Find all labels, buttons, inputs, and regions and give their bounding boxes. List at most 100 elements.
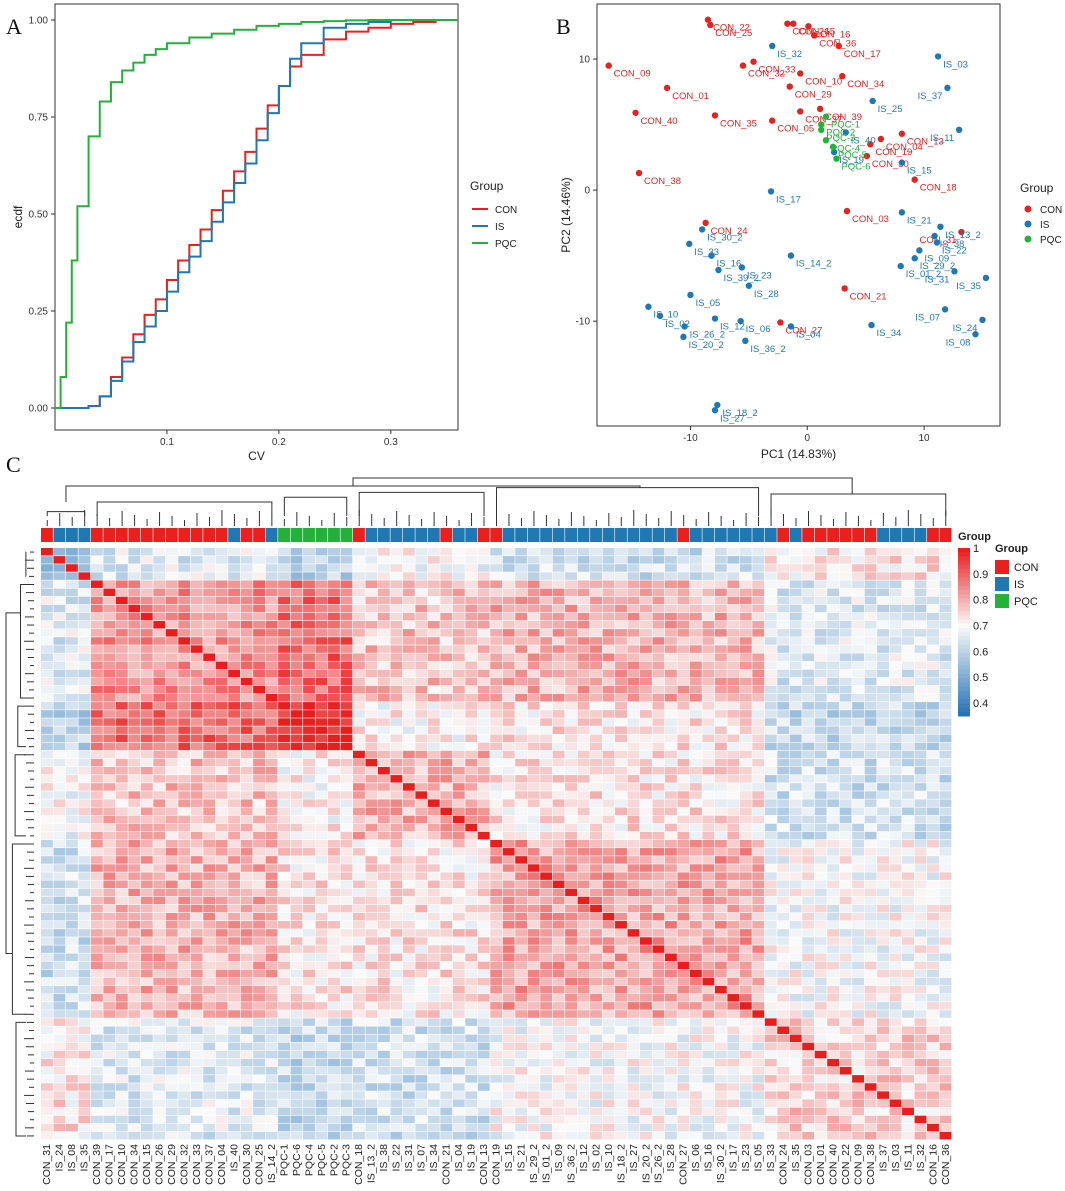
heatmap-cell bbox=[265, 726, 278, 734]
heatmap-cell bbox=[640, 888, 652, 897]
heatmap-cell bbox=[290, 734, 303, 743]
heatmap-cell bbox=[677, 677, 690, 686]
heatmap-cell bbox=[415, 629, 428, 637]
heatmap-cell bbox=[552, 1042, 565, 1051]
heatmap-cell bbox=[415, 929, 428, 937]
heatmap-cell bbox=[328, 775, 340, 783]
heatmap-cell bbox=[552, 1034, 565, 1043]
point-label: CON_04 bbox=[886, 142, 923, 153]
heatmap-cell bbox=[78, 637, 91, 645]
heatmap-cell bbox=[615, 856, 627, 864]
heatmap-cell bbox=[78, 799, 91, 807]
point-label: IS_22 bbox=[942, 246, 967, 257]
heatmap-cell bbox=[739, 669, 752, 678]
heatmap-cell bbox=[140, 1018, 153, 1026]
heatmap-cell bbox=[440, 653, 453, 661]
heatmap-cell bbox=[664, 904, 677, 913]
heatmap-cell bbox=[203, 937, 216, 945]
heatmap-cell bbox=[664, 1018, 677, 1026]
heatmap-cell bbox=[190, 742, 203, 751]
heatmap-cell bbox=[627, 937, 640, 945]
heatmap-cell bbox=[527, 556, 540, 564]
heatmap-cell bbox=[827, 1026, 840, 1034]
heatmap-cell bbox=[178, 969, 191, 978]
heatmap-cell bbox=[215, 572, 228, 580]
heatmap-cell bbox=[752, 953, 765, 961]
heatmap-cell bbox=[290, 994, 303, 1002]
heatmap-cell bbox=[714, 653, 727, 661]
heatmap-cell bbox=[265, 1050, 278, 1059]
heatmap-cell bbox=[165, 710, 178, 718]
heatmap-cell bbox=[565, 864, 578, 872]
heatmap-cell bbox=[502, 994, 515, 1002]
heatmap-cell bbox=[565, 1050, 578, 1059]
heatmap-cell bbox=[877, 807, 890, 816]
heatmap-cell bbox=[515, 677, 528, 686]
heatmap-cell bbox=[365, 548, 378, 556]
heatmap-cell bbox=[540, 856, 553, 864]
heatmap-cell bbox=[140, 985, 153, 994]
heatmap-cell bbox=[190, 556, 203, 564]
heatmap-cell bbox=[664, 831, 677, 840]
heatmap-cell bbox=[627, 929, 640, 937]
heatmap-cell bbox=[415, 1058, 428, 1067]
heatmap-cell bbox=[477, 604, 490, 613]
heatmap-cell bbox=[315, 831, 328, 840]
heatmap-cell bbox=[914, 669, 927, 678]
y-tick-label-b: 10 bbox=[579, 55, 591, 66]
heatmap-cell bbox=[103, 961, 116, 970]
heatmap-cell bbox=[714, 1018, 727, 1026]
heatmap-cell bbox=[377, 734, 390, 743]
heatmap-cell bbox=[889, 896, 902, 905]
heatmap-cell bbox=[927, 596, 939, 605]
heatmap-cell bbox=[303, 888, 315, 897]
legend-title-a: Group bbox=[470, 179, 504, 193]
heatmap-cell bbox=[390, 977, 403, 986]
heatmap-cell bbox=[627, 775, 640, 783]
heatmap-cell bbox=[140, 758, 153, 767]
heatmap-cell bbox=[490, 645, 503, 653]
heatmap-cell bbox=[65, 1034, 78, 1043]
heatmap-cell bbox=[565, 912, 578, 921]
heatmap-cell bbox=[365, 1002, 378, 1010]
heatmap-cell bbox=[602, 872, 615, 880]
heatmap-cell bbox=[552, 896, 565, 905]
heatmap-cell bbox=[103, 953, 116, 961]
heatmap-cell bbox=[41, 596, 53, 605]
heatmap-cell bbox=[714, 937, 727, 945]
heatmap-cell bbox=[677, 548, 690, 556]
heatmap-cell bbox=[78, 823, 91, 832]
heatmap-cell bbox=[53, 693, 66, 702]
heatmap-cell bbox=[402, 596, 415, 605]
heatmap-cell bbox=[540, 775, 553, 783]
heatmap-cell bbox=[914, 1018, 927, 1026]
heatmap-cell bbox=[739, 929, 752, 937]
heatmap-cell bbox=[153, 904, 166, 913]
heatmap-cell bbox=[490, 661, 503, 670]
heatmap-cell bbox=[914, 758, 927, 767]
heatmap-cell bbox=[677, 969, 690, 978]
heatmap-cell bbox=[178, 1026, 191, 1034]
heatmap-cell bbox=[565, 985, 578, 994]
heatmap-cell bbox=[502, 750, 515, 759]
heatmap-cell bbox=[839, 937, 852, 945]
heatmap-cell bbox=[265, 572, 278, 580]
heatmap-cell bbox=[689, 693, 702, 702]
heatmap-cell bbox=[228, 775, 241, 783]
heatmap-cell bbox=[440, 726, 453, 734]
heatmap-cell bbox=[490, 718, 503, 726]
heatmap-cell bbox=[128, 620, 141, 629]
heatmap-cell bbox=[864, 961, 877, 970]
heatmap-cell bbox=[802, 872, 815, 880]
heatmap-cell bbox=[315, 888, 328, 897]
heatmap-cell bbox=[565, 888, 578, 897]
heatmap-cell bbox=[640, 620, 652, 629]
heatmap-cell bbox=[615, 766, 627, 775]
heatmap-cell bbox=[914, 742, 927, 751]
heatmap-cell bbox=[527, 969, 540, 978]
heatmap-cell bbox=[852, 929, 865, 937]
heatmap-cell bbox=[228, 856, 241, 864]
heatmap-cell bbox=[278, 653, 290, 661]
heatmap-cell bbox=[914, 588, 927, 597]
heatmap-cell bbox=[527, 799, 540, 807]
